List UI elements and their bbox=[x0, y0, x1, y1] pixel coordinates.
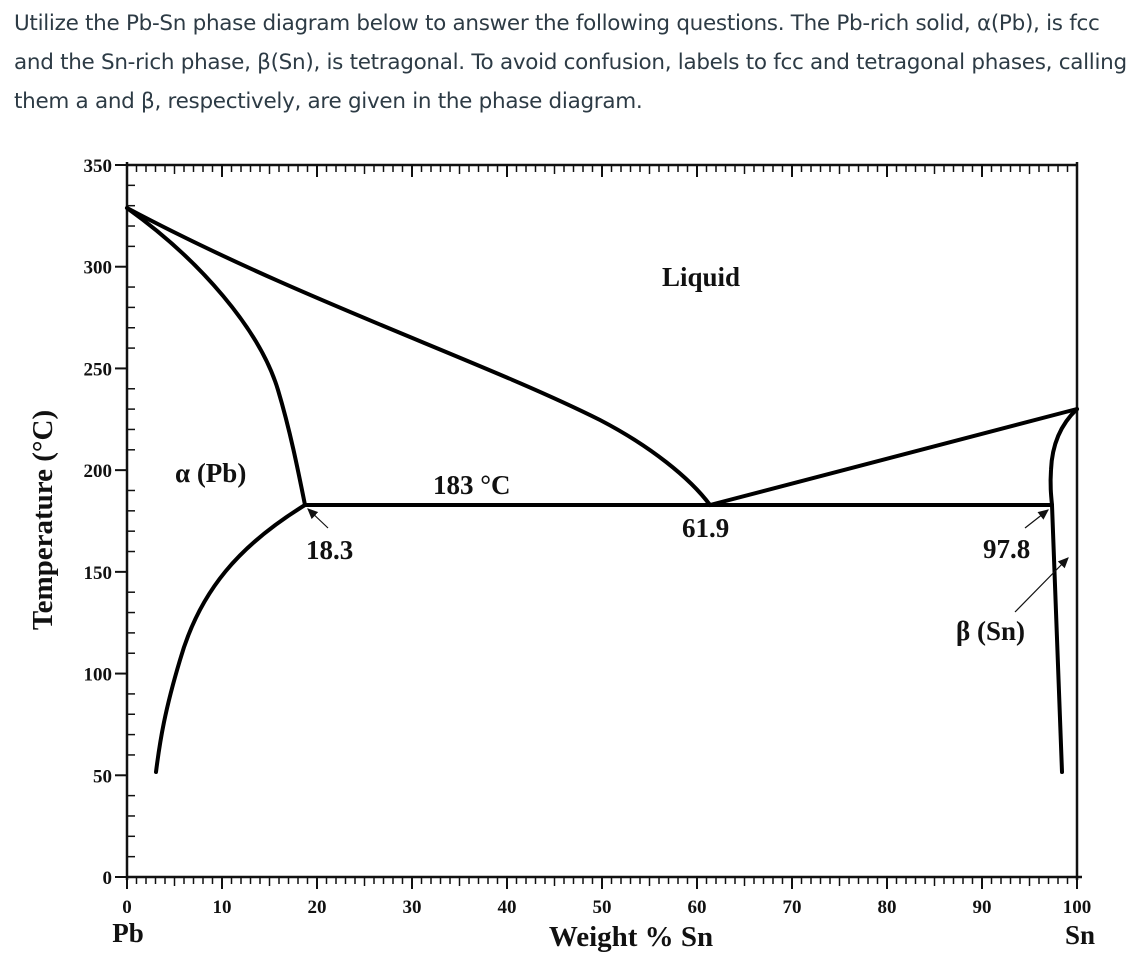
x-tick-label: 0 bbox=[122, 897, 132, 918]
x-axis-tick-labels: 0 10 20 30 40 50 60 70 80 90 100 bbox=[122, 897, 1091, 918]
x-tick-label: 70 bbox=[783, 897, 802, 918]
liquidus-left bbox=[125, 206, 712, 507]
solvus-alpha bbox=[154, 503, 307, 774]
x-tick-label: 90 bbox=[973, 897, 992, 918]
x-axis-title: Weight % Sn bbox=[549, 921, 713, 953]
x-axis-ticks bbox=[126, 165, 1078, 889]
y-tick-label: 300 bbox=[84, 258, 113, 279]
x-tick-label: 20 bbox=[308, 897, 327, 918]
y-axis-tick-labels: 0 50 100 150 200 250 300 350 bbox=[84, 156, 113, 889]
right-component-label: Sn bbox=[1065, 920, 1095, 950]
x-tick-label: 50 bbox=[593, 897, 612, 918]
arrow-18-3 bbox=[307, 508, 329, 529]
liquidus-right bbox=[708, 407, 1079, 507]
x-tick-label: 30 bbox=[403, 897, 422, 918]
y-tick-label: 100 bbox=[84, 665, 113, 686]
solidus-beta bbox=[1048, 407, 1079, 507]
x-tick-label: 80 bbox=[878, 897, 897, 918]
label-beta: β (Sn) bbox=[956, 616, 1025, 646]
label-97-8: 97.8 bbox=[983, 534, 1030, 564]
question-text: Utilize the Pb-Sn phase diagram below to… bbox=[14, 11, 1127, 114]
solidus-alpha bbox=[125, 206, 307, 507]
y-axis-ticks bbox=[115, 164, 135, 878]
y-tick-label: 50 bbox=[93, 766, 112, 787]
x-tick-label: 100 bbox=[1063, 897, 1092, 918]
arrow-97-8 bbox=[1024, 509, 1049, 529]
y-tick-label: 150 bbox=[84, 563, 113, 584]
y-tick-label: 250 bbox=[84, 359, 113, 380]
x-tick-label: 60 bbox=[688, 897, 707, 918]
x-tick-label: 10 bbox=[213, 897, 232, 918]
label-liquid: Liquid bbox=[662, 262, 740, 292]
phase-boundaries bbox=[125, 206, 1079, 774]
y-tick-label: 0 bbox=[103, 868, 113, 889]
arrow-beta bbox=[1014, 557, 1069, 613]
plot-frame bbox=[125, 162, 1082, 880]
label-alpha: α (Pb) bbox=[175, 458, 246, 488]
y-tick-label: 200 bbox=[84, 461, 113, 482]
y-axis-title: Temperature (°C) bbox=[27, 410, 59, 630]
solvus-beta bbox=[1050, 503, 1064, 774]
x-tick-label: 40 bbox=[498, 897, 517, 918]
label-eutectic-temp: 183 °C bbox=[433, 470, 511, 500]
label-61-9: 61.9 bbox=[682, 513, 729, 543]
left-component-label: Pb bbox=[112, 918, 144, 948]
label-18-3: 18.3 bbox=[306, 535, 353, 565]
y-tick-label: 350 bbox=[84, 156, 113, 177]
